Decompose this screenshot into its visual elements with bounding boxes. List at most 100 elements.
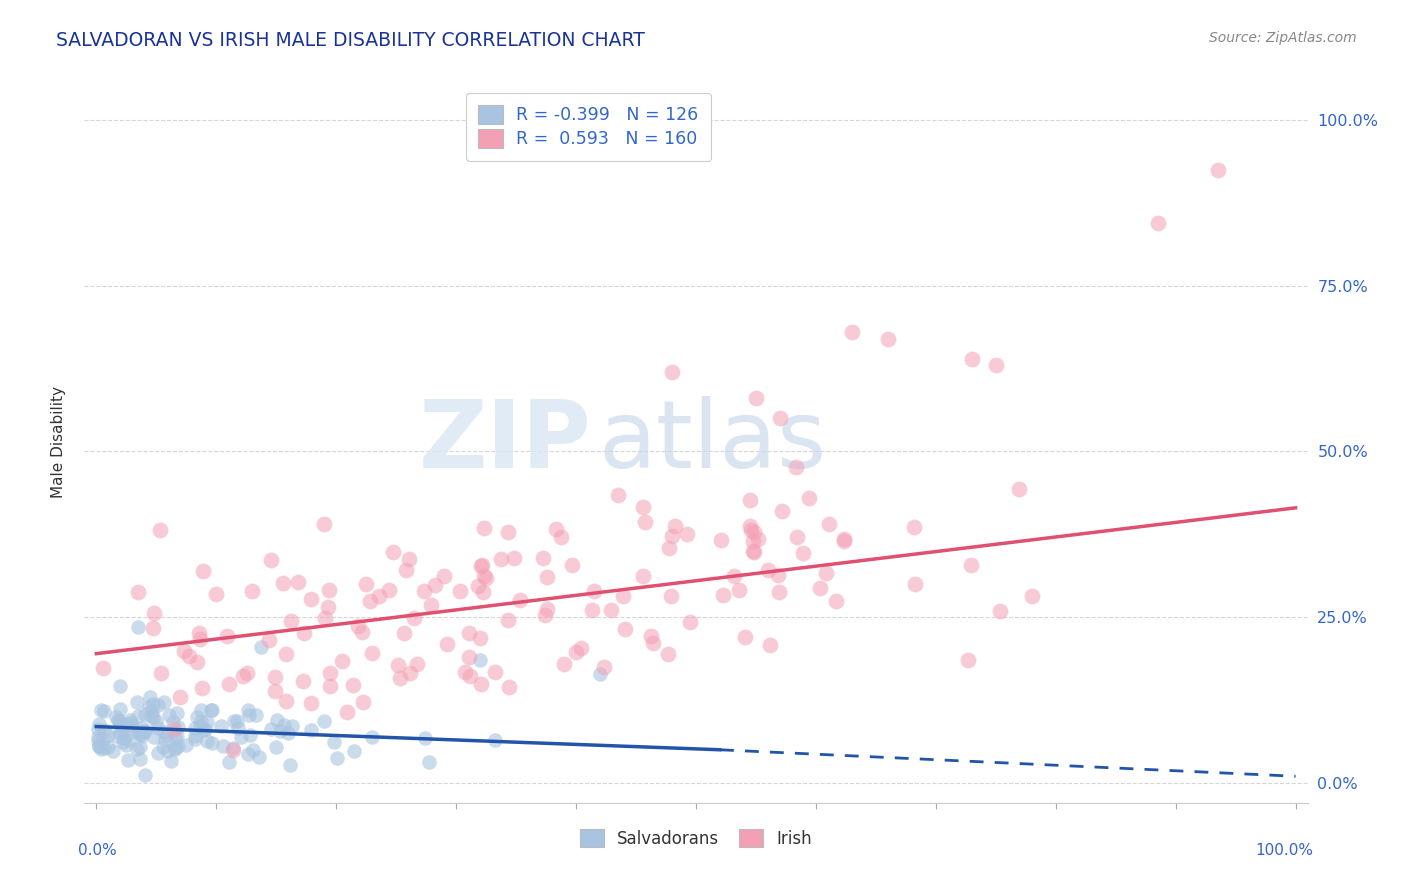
- Point: [97, 739, 120, 754]
- Point: [273, 718, 295, 732]
- Point: [496, 613, 519, 627]
- Text: SALVADORAN VS IRISH MALE DISABILITY CORRELATION CHART: SALVADORAN VS IRISH MALE DISABILITY CORR…: [56, 31, 645, 50]
- Point: [215, 629, 238, 643]
- Point: [142, 709, 165, 723]
- Point: [152, 739, 174, 754]
- Point: [768, 584, 790, 599]
- Point: [984, 359, 1007, 373]
- Point: [111, 735, 134, 749]
- Point: [742, 544, 765, 558]
- Point: [166, 729, 188, 743]
- Point: [582, 584, 605, 599]
- Point: [115, 716, 138, 731]
- Point: [342, 678, 364, 692]
- Point: [120, 713, 142, 727]
- Point: [131, 722, 153, 736]
- Point: [149, 523, 172, 537]
- Point: [138, 699, 160, 714]
- Point: [679, 615, 702, 630]
- Point: [903, 577, 925, 591]
- Point: [108, 701, 131, 715]
- Point: [108, 714, 131, 728]
- Point: [742, 525, 765, 540]
- Point: [581, 603, 603, 617]
- Point: [1007, 482, 1029, 496]
- Point: [264, 739, 287, 754]
- Point: [179, 649, 201, 664]
- Point: [152, 725, 174, 739]
- Point: [292, 625, 315, 640]
- Point: [191, 564, 214, 578]
- Point: [91, 732, 114, 747]
- Point: [470, 558, 492, 573]
- Point: [263, 670, 285, 684]
- Point: [125, 742, 148, 756]
- Point: [768, 568, 790, 582]
- Point: [157, 707, 180, 722]
- Point: [105, 710, 128, 724]
- Point: [356, 577, 378, 591]
- Point: [127, 585, 149, 599]
- Point: [155, 733, 177, 747]
- Point: [546, 522, 568, 536]
- Point: [184, 732, 207, 747]
- Point: [200, 702, 222, 716]
- Point: [1206, 162, 1229, 177]
- Point: [1021, 590, 1043, 604]
- Point: [274, 647, 297, 661]
- Point: [108, 726, 131, 740]
- Point: [129, 727, 152, 741]
- Point: [361, 730, 384, 744]
- Point: [413, 731, 436, 745]
- Text: Source: ZipAtlas.com: Source: ZipAtlas.com: [1209, 31, 1357, 45]
- Text: 100.0%: 100.0%: [1256, 843, 1313, 857]
- Point: [832, 532, 855, 546]
- Point: [229, 730, 252, 744]
- Point: [186, 710, 208, 724]
- Point: [457, 625, 479, 640]
- Point: [212, 739, 235, 753]
- Point: [825, 594, 848, 608]
- Point: [97, 728, 120, 742]
- Point: [166, 739, 188, 753]
- Point: [742, 544, 765, 558]
- Point: [711, 588, 734, 602]
- Point: [299, 591, 322, 606]
- Point: [131, 729, 153, 743]
- Point: [93, 723, 115, 737]
- Point: [120, 724, 142, 739]
- Point: [264, 684, 287, 698]
- Point: [564, 645, 586, 659]
- Point: [343, 744, 366, 758]
- Point: [146, 698, 169, 712]
- Point: [112, 731, 135, 746]
- Point: [319, 666, 342, 681]
- Point: [159, 754, 181, 768]
- Point: [232, 669, 254, 683]
- Point: [792, 546, 814, 560]
- Point: [257, 633, 280, 648]
- Point: [87, 733, 110, 747]
- Point: [472, 585, 495, 599]
- Point: [142, 621, 165, 635]
- Point: [235, 665, 257, 680]
- Point: [184, 721, 207, 735]
- Point: [141, 704, 163, 718]
- Point: [710, 533, 733, 547]
- Point: [193, 723, 215, 738]
- Point: [756, 563, 779, 577]
- Point: [157, 744, 180, 758]
- Point: [188, 625, 211, 640]
- Point: [242, 742, 264, 756]
- Point: [190, 714, 212, 728]
- Point: [90, 742, 112, 756]
- Point: [240, 583, 263, 598]
- Point: [503, 550, 526, 565]
- Point: [841, 325, 863, 339]
- Point: [142, 606, 165, 620]
- Point: [876, 332, 898, 346]
- Point: [238, 708, 260, 723]
- Point: [326, 751, 349, 765]
- Point: [277, 725, 299, 739]
- Point: [107, 713, 129, 727]
